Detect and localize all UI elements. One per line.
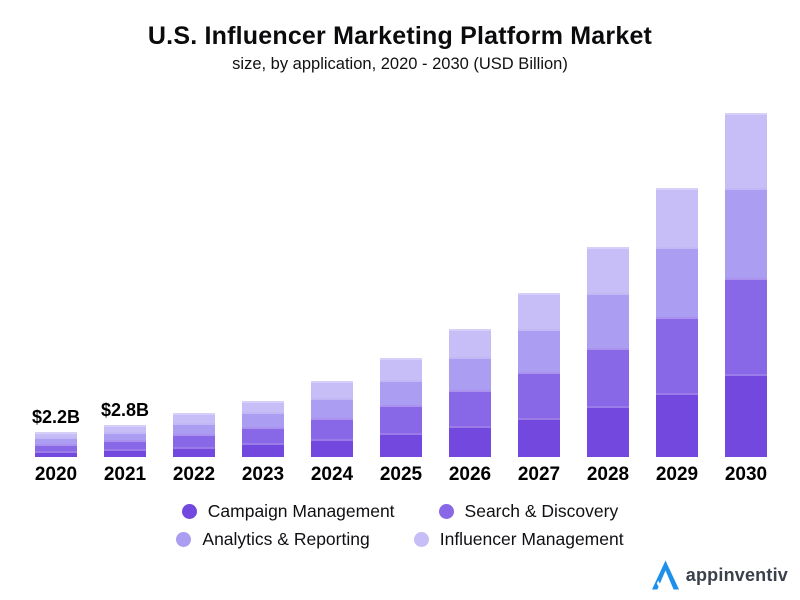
x-axis-label-2023: 2023: [241, 464, 285, 485]
value-label-2020: $2.2B: [31, 406, 81, 427]
bar-2021: 2021 $2.8B: [101, 400, 149, 485]
legend-item-search-discovery: Search & Discovery: [438, 501, 619, 522]
x-axis-label-2021: 2021: [103, 464, 147, 485]
bar-segment-2029-search-discovery: [656, 316, 698, 393]
x-axis-label-2030: 2030: [724, 464, 768, 485]
x-axis-label-2029: 2029: [655, 464, 699, 485]
legend-row-2: Analytics & Reporting Influencer Managem…: [176, 529, 624, 550]
stacked-bar-chart: 2020 $2.2B 2021 $2.8B 2022 2023 2024 2025 2026 20…: [32, 97, 767, 485]
bar-segment-2027-search-discovery: [518, 371, 560, 418]
bar-2029: 2029: [656, 188, 698, 485]
bar-segment-2022-influencer-management: [173, 413, 215, 423]
bar-segment-2025-campaign-management: [380, 432, 422, 457]
appinventiv-logo-text: appinventiv: [685, 564, 788, 585]
bar-segment-2024-influencer-management: [311, 381, 353, 399]
bar-segment-2024-analytics-reporting: [311, 398, 353, 418]
bar-segment-2022-campaign-management: [173, 446, 215, 457]
bar-2026: 2026: [449, 329, 491, 485]
bar-segment-2023-influencer-management: [242, 400, 284, 413]
legend-item-analytics-reporting: Analytics & Reporting: [176, 529, 370, 550]
legend-row-1: Campaign Management Search & Discovery: [181, 501, 619, 522]
legend-dot-influencer-management-icon: [413, 532, 429, 547]
bar-segment-2030-analytics-reporting: [725, 187, 767, 278]
bar-segment-2026-campaign-management: [449, 425, 491, 457]
legend-item-campaign-management: Campaign Management: [181, 501, 395, 522]
value-label-2021: $2.8B: [100, 399, 150, 420]
bar-segment-2020-analytics-reporting: [35, 437, 77, 445]
bar-2023: 2023: [242, 400, 284, 485]
bar-2022: 2022: [173, 413, 215, 485]
legend-dot-campaign-management-icon: [181, 504, 197, 519]
chart-legend: Campaign Management Search & Discovery A…: [0, 501, 800, 550]
bar-segment-2030-influencer-management: [725, 113, 767, 188]
bar-segment-2021-analytics-reporting: [104, 431, 146, 440]
bar-segment-2020-campaign-management: [35, 451, 77, 457]
bar-segment-2027-analytics-reporting: [518, 329, 560, 372]
bar-segment-2020-search-discovery: [35, 444, 77, 452]
chart-subtitle: size, by application, 2020 - 2030 (USD B…: [232, 55, 568, 73]
x-axis-label-2025: 2025: [379, 464, 423, 485]
bar-2028: 2028: [587, 246, 629, 485]
x-axis-label-2020: 2020: [34, 464, 78, 485]
appinventiv-logo: appinventiv: [651, 560, 788, 590]
bar-segment-2028-campaign-management: [587, 406, 629, 457]
bar-segment-2029-influencer-management: [656, 188, 698, 247]
bar-segment-2027-campaign-management: [518, 417, 560, 457]
bar-segment-2023-analytics-reporting: [242, 412, 284, 428]
x-axis-label-2027: 2027: [517, 464, 561, 485]
x-axis-label-2028: 2028: [586, 464, 630, 485]
bar-segment-2026-analytics-reporting: [449, 356, 491, 391]
bar-segment-2024-campaign-management: [311, 438, 353, 457]
bar-segment-2021-search-discovery: [104, 439, 146, 449]
legend-label: Analytics & Reporting: [202, 529, 370, 549]
bar-segment-2020-influencer-management: [35, 431, 77, 438]
bar-segment-2021-influencer-management: [104, 424, 146, 432]
bar-segment-2028-influencer-management: [587, 246, 629, 293]
bar-segment-2025-search-discovery: [380, 405, 422, 433]
bar-segment-2029-analytics-reporting: [656, 246, 698, 317]
appinventiv-triangle-icon: [651, 560, 679, 590]
bar-segment-2025-influencer-management: [380, 358, 422, 380]
bar-2025: 2025: [380, 358, 422, 485]
bar-segment-2027-influencer-management: [518, 292, 560, 330]
bar-segment-2029-campaign-management: [656, 392, 698, 457]
x-axis-label-2024: 2024: [310, 464, 354, 485]
chart-title: U.S. Influencer Marketing Platform Marke…: [147, 22, 653, 50]
legend-label: Campaign Management: [207, 501, 395, 521]
bar-segment-2030-campaign-management: [725, 374, 767, 457]
x-axis-label-2022: 2022: [172, 464, 216, 485]
bar-segment-2023-search-discovery: [242, 427, 284, 444]
bar-segment-2022-analytics-reporting: [173, 422, 215, 435]
legend-label: Search & Discovery: [464, 501, 619, 521]
legend-label: Influencer Management: [439, 529, 624, 549]
bar-segment-2028-search-discovery: [587, 347, 629, 407]
bar-segment-2025-analytics-reporting: [380, 379, 422, 406]
bar-2020: 2020 $2.2B: [32, 407, 80, 485]
bar-segment-2024-search-discovery: [311, 417, 353, 439]
legend-dot-analytics-reporting-icon: [176, 532, 192, 547]
bar-2024: 2024: [311, 381, 353, 485]
bar-segment-2021-campaign-management: [104, 449, 146, 457]
bar-2030: 2030: [725, 113, 767, 485]
bar-segment-2023-campaign-management: [242, 443, 284, 457]
legend-dot-search-discovery-icon: [438, 504, 454, 519]
bar-segment-2028-analytics-reporting: [587, 292, 629, 348]
bar-2027: 2027: [518, 292, 560, 485]
bar-segment-2026-search-discovery: [449, 390, 491, 426]
legend-item-influencer-management: Influencer Management: [413, 529, 624, 550]
bar-segment-2030-search-discovery: [725, 277, 767, 375]
x-axis-label-2026: 2026: [448, 464, 492, 485]
bar-segment-2022-search-discovery: [173, 434, 215, 447]
bar-segment-2026-influencer-management: [449, 329, 491, 357]
